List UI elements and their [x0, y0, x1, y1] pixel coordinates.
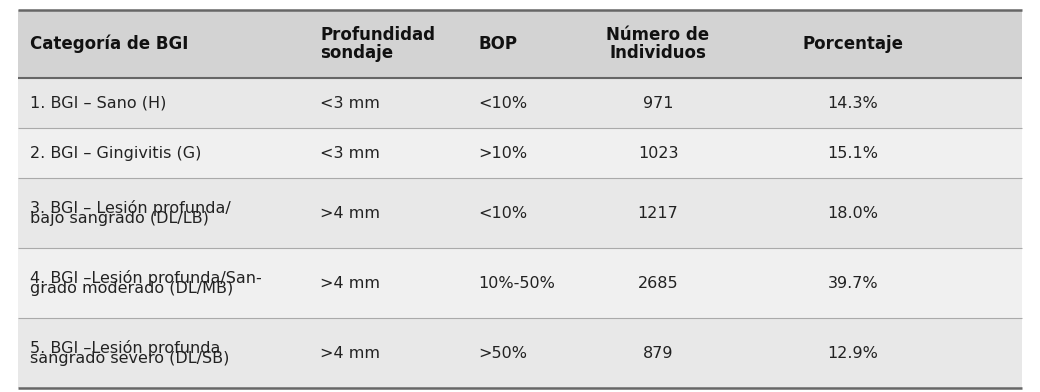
Text: 1023: 1023: [638, 145, 678, 160]
Text: Individuos: Individuos: [609, 44, 706, 62]
Text: Número de: Número de: [606, 26, 709, 44]
Text: 12.9%: 12.9%: [828, 345, 879, 361]
Text: <3 mm: <3 mm: [320, 145, 380, 160]
Text: <10%: <10%: [478, 96, 527, 111]
Bar: [18, 128, 1022, 178]
Text: sangrado severo (DL/SB): sangrado severo (DL/SB): [30, 351, 230, 366]
Text: 39.7%: 39.7%: [828, 276, 879, 290]
Text: sondaje: sondaje: [320, 44, 393, 62]
Text: 2685: 2685: [638, 276, 678, 290]
Text: <3 mm: <3 mm: [320, 96, 380, 111]
Text: Profundidad: Profundidad: [320, 26, 435, 44]
Text: BOP: BOP: [478, 35, 517, 53]
Text: >50%: >50%: [478, 345, 527, 361]
Text: 1. BGI – Sano (H): 1. BGI – Sano (H): [30, 96, 166, 111]
Text: <10%: <10%: [478, 205, 527, 221]
Text: bajo sangrado (DL/LB): bajo sangrado (DL/LB): [30, 211, 209, 226]
Text: 879: 879: [643, 345, 673, 361]
Text: >4 mm: >4 mm: [320, 276, 380, 290]
Text: 15.1%: 15.1%: [828, 145, 879, 160]
Text: 5. BGI –Lesión profunda: 5. BGI –Lesión profunda: [30, 339, 220, 356]
Text: 4. BGI –Lesión profunda/San-: 4. BGI –Lesión profunda/San-: [30, 270, 262, 285]
Text: 14.3%: 14.3%: [828, 96, 879, 111]
Text: Categoría de BGI: Categoría de BGI: [30, 35, 188, 53]
Text: 971: 971: [643, 96, 673, 111]
Text: 10%-50%: 10%-50%: [478, 276, 555, 290]
Text: 18.0%: 18.0%: [828, 205, 879, 221]
Bar: [18, 318, 1022, 388]
Text: 1217: 1217: [638, 205, 678, 221]
Text: >10%: >10%: [478, 145, 527, 160]
Bar: [18, 10, 1022, 78]
Text: 2. BGI – Gingivitis (G): 2. BGI – Gingivitis (G): [30, 145, 202, 160]
Text: >4 mm: >4 mm: [320, 205, 380, 221]
Bar: [18, 78, 1022, 128]
Bar: [18, 178, 1022, 248]
Text: >4 mm: >4 mm: [320, 345, 380, 361]
Bar: [18, 248, 1022, 318]
Text: grado moderado (DL/MB): grado moderado (DL/MB): [30, 281, 233, 296]
Text: 3. BGI – Lesión profunda/: 3. BGI – Lesión profunda/: [30, 200, 231, 216]
Text: Porcentaje: Porcentaje: [803, 35, 904, 53]
